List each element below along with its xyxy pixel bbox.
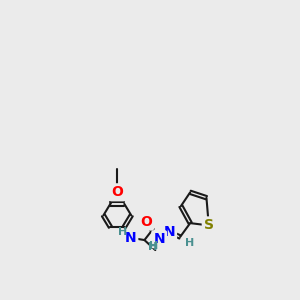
Text: N: N	[164, 225, 175, 239]
Text: H: H	[185, 238, 194, 248]
Text: H: H	[148, 242, 157, 252]
Text: S: S	[204, 218, 214, 233]
Text: O: O	[111, 185, 123, 199]
Text: N: N	[125, 231, 136, 245]
Text: N: N	[153, 232, 165, 246]
Text: H: H	[149, 241, 158, 251]
Text: O: O	[140, 214, 152, 229]
Text: H: H	[118, 227, 128, 237]
